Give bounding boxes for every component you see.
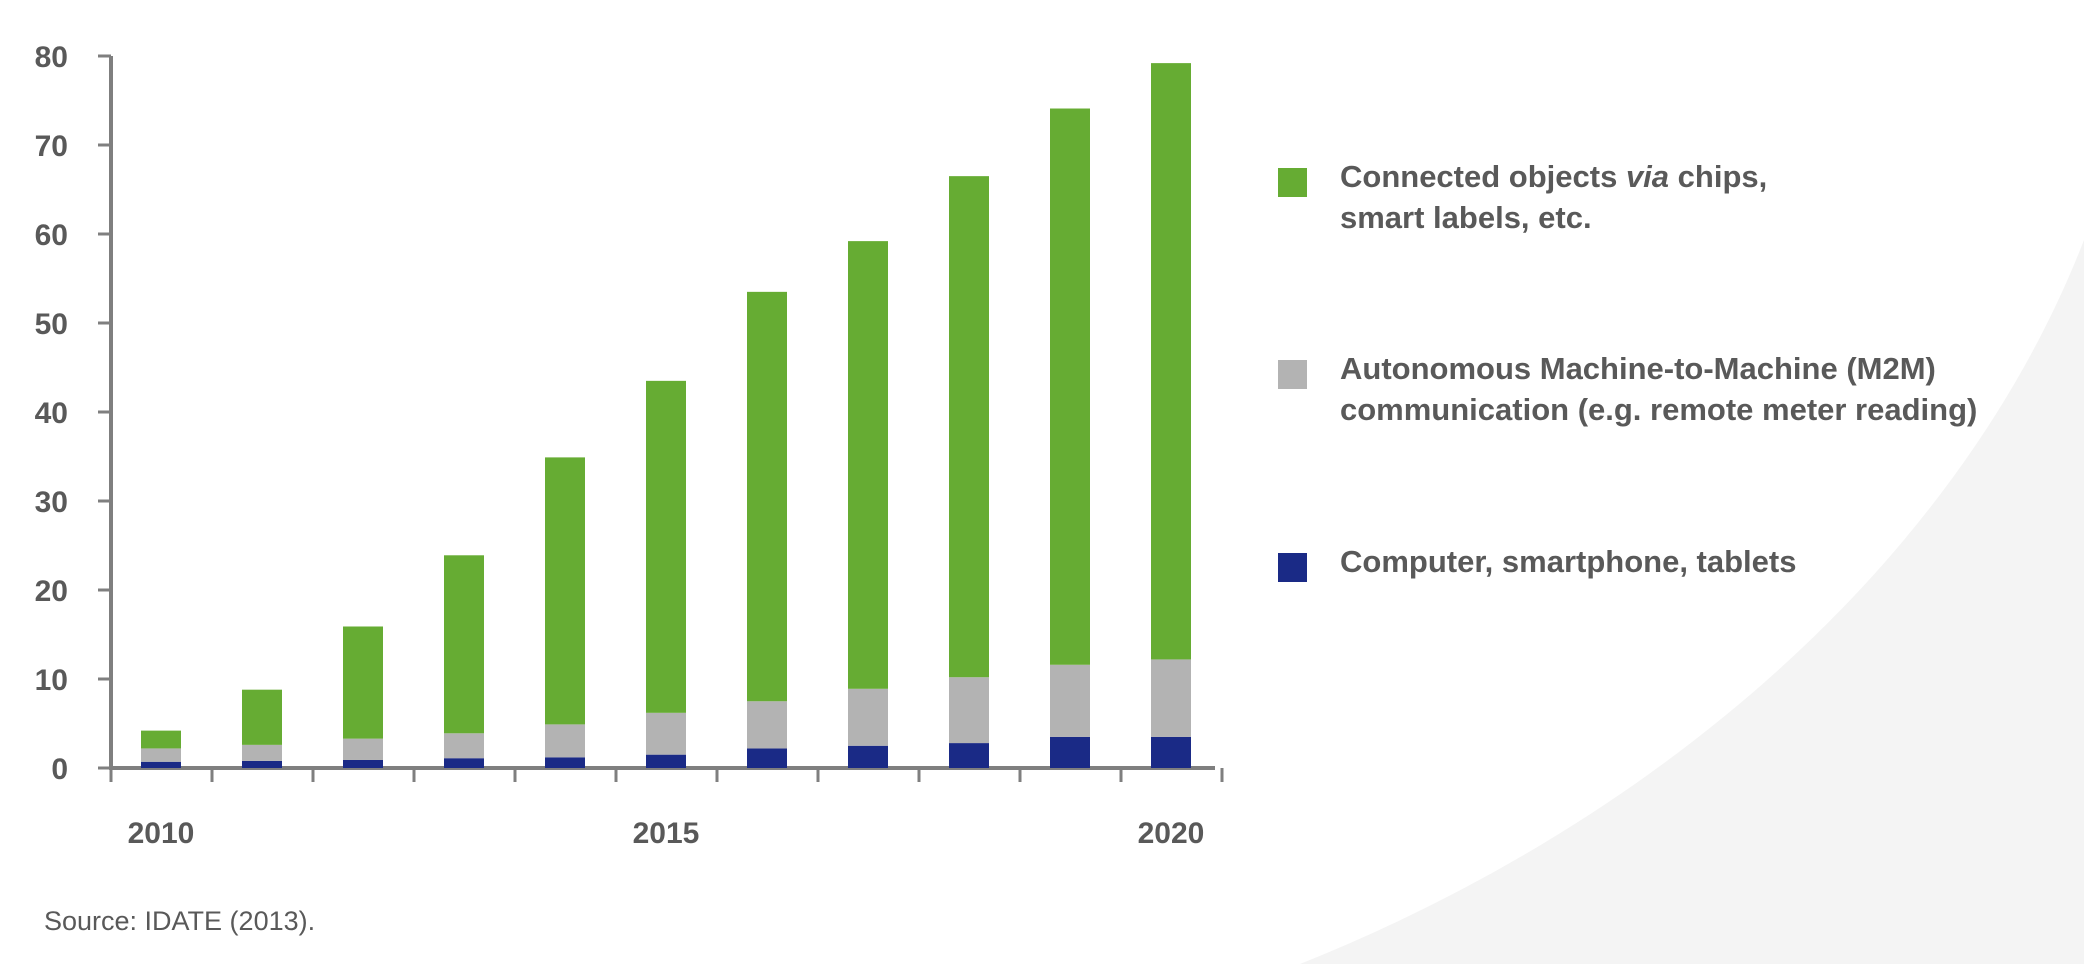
- bar-segment-connected-2018: [949, 176, 989, 678]
- bar-segment-computer-2011: [242, 760, 282, 768]
- y-tick-label: 50: [35, 308, 68, 341]
- x-tick-label: 2020: [1138, 817, 1205, 850]
- legend-connected-text-2: chips,: [1669, 159, 1768, 194]
- bar-segment-connected-2016: [747, 291, 787, 702]
- legend-connected-text-3: smart labels, etc.: [1340, 200, 1592, 235]
- y-tick-label: 30: [35, 486, 68, 519]
- legend-connected-italic: via: [1625, 159, 1670, 194]
- bar-segment-m2m-2011: [242, 744, 282, 761]
- bar-segment-m2m-2017: [848, 688, 888, 746]
- bar-segment-computer-2010: [141, 761, 181, 768]
- y-tick-label: 80: [35, 41, 68, 74]
- bar-segment-connected-2012: [343, 626, 383, 739]
- bar-segment-computer-2020: [1151, 736, 1191, 768]
- legend-swatch-connected-objects: [1278, 168, 1307, 197]
- legend-label-m2m: Autonomous Machine-to-Machine (M2M) comm…: [1340, 348, 2060, 430]
- bar-segment-computer-2019: [1050, 736, 1090, 768]
- legend-m2m-text-1: Autonomous Machine-to-Machine (M2M): [1340, 351, 1936, 386]
- bar-segment-m2m-2013: [444, 733, 484, 759]
- legend-m2m-text-2: communication (e.g. remote meter reading…: [1340, 392, 1978, 427]
- y-tick-label: 60: [35, 219, 68, 252]
- bar-segment-connected-2015: [646, 380, 686, 713]
- bar-segment-m2m-2019: [1050, 664, 1090, 737]
- bar-segment-connected-2014: [545, 457, 585, 725]
- bar-segment-connected-2019: [1050, 108, 1090, 665]
- legend-connected-text-1: Connected objects: [1340, 159, 1626, 194]
- x-axis: 2010 2015 2020: [109, 766, 1224, 850]
- bar-segment-connected-2017: [848, 241, 888, 689]
- bar-segment-connected-2013: [444, 555, 484, 734]
- x-tick-label: 2015: [633, 817, 700, 850]
- bar-segment-computer-2017: [848, 745, 888, 768]
- bar-segment-computer-2018: [949, 743, 989, 768]
- bar-segment-m2m-2015: [646, 712, 686, 755]
- bar-segment-m2m-2016: [747, 701, 787, 749]
- bar-segment-m2m-2018: [949, 677, 989, 744]
- bar-segment-computer-2016: [747, 748, 787, 768]
- legend-label-computer: Computer, smartphone, tablets: [1340, 541, 2060, 582]
- source-note: Source: IDATE (2013).: [44, 906, 316, 936]
- bar-segment-computer-2013: [444, 758, 484, 768]
- legend-swatch-m2m: [1278, 360, 1307, 389]
- bar-segment-m2m-2010: [141, 748, 181, 762]
- bar-segment-computer-2015: [646, 754, 686, 768]
- y-tick-label: 70: [35, 130, 68, 163]
- bar-segment-connected-2020: [1151, 63, 1191, 660]
- legend-swatch-computer: [1278, 553, 1307, 582]
- bar-segment-m2m-2020: [1151, 659, 1191, 737]
- bar-segment-connected-2010: [141, 730, 181, 749]
- bar-segment-m2m-2012: [343, 738, 383, 760]
- y-tick-label: 0: [51, 753, 68, 786]
- y-tick-label: 40: [35, 397, 68, 430]
- legend-label-connected-objects: Connected objects via chips, smart label…: [1340, 156, 2060, 238]
- bar-segment-computer-2014: [545, 757, 585, 768]
- legend-computer-text-1: Computer, smartphone, tablets: [1340, 544, 1797, 579]
- bar-segment-computer-2012: [343, 759, 383, 768]
- y-axis: 0 10 20 30 40 50 60 70 80: [35, 41, 113, 786]
- bar-segment-connected-2011: [242, 689, 282, 745]
- bar-segment-m2m-2014: [545, 724, 585, 758]
- x-tick-label: 2010: [128, 817, 195, 850]
- y-tick-label: 10: [35, 664, 68, 697]
- y-tick-label: 20: [35, 575, 68, 608]
- bars: [141, 63, 1191, 768]
